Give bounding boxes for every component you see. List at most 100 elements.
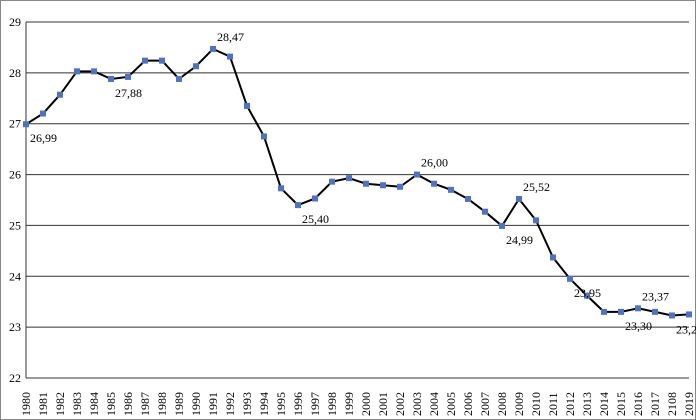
marker	[584, 292, 590, 299]
data-label: 23,30	[625, 319, 652, 333]
data-label: 28,47	[217, 30, 244, 44]
marker	[125, 73, 131, 80]
marker	[193, 63, 199, 70]
x-tick-label: 1997	[308, 392, 322, 416]
x-tick-label: 1985	[104, 392, 118, 416]
data-label: 27,88	[115, 86, 142, 100]
marker	[431, 180, 437, 187]
marker	[176, 75, 182, 82]
marker	[108, 75, 114, 82]
y-tick-label: 26	[9, 168, 21, 182]
marker	[278, 185, 284, 192]
marker	[516, 195, 522, 202]
marker	[669, 312, 675, 319]
y-tick-label: 24	[9, 269, 21, 283]
x-tick-label: 2016	[631, 392, 645, 416]
x-tick-label: 1992	[223, 392, 237, 416]
marker	[74, 68, 80, 75]
marker	[57, 91, 63, 98]
x-tick-label: 1996	[291, 392, 305, 416]
y-tick-label: 22	[9, 371, 21, 385]
y-tick-label: 29	[9, 15, 21, 29]
y-tick-label: 27	[9, 117, 21, 131]
marker	[312, 195, 318, 202]
x-tick-label: 1991	[206, 392, 220, 416]
x-tick-label: 1986	[121, 392, 135, 416]
marker	[550, 254, 556, 261]
marker	[159, 57, 165, 64]
marker	[380, 182, 386, 189]
marker	[363, 180, 369, 187]
y-tick-label: 25	[9, 218, 21, 232]
data-label: 25,52	[523, 180, 550, 194]
marker	[210, 45, 216, 52]
marker	[329, 178, 335, 185]
x-tick-label: 2015	[614, 392, 628, 416]
marker	[533, 217, 539, 224]
x-tick-label: 2013	[580, 392, 594, 416]
marker	[23, 121, 29, 128]
marker	[142, 57, 148, 64]
x-tick-label: 1980	[19, 392, 33, 416]
marker	[567, 275, 573, 282]
x-tick-label: 2017	[648, 392, 662, 416]
marker	[244, 102, 250, 109]
x-tick-label: 2009	[512, 392, 526, 416]
marker	[227, 53, 233, 60]
marker	[601, 308, 607, 315]
data-label: 23,37	[642, 289, 669, 303]
x-tick-label: 2012	[563, 392, 577, 416]
data-label: 24,99	[506, 233, 533, 247]
marker	[618, 308, 624, 315]
x-tick-label: 1988	[155, 392, 169, 416]
x-tick-label: 1995	[274, 392, 288, 416]
x-tick-label: 1983	[70, 392, 84, 416]
marker	[686, 311, 692, 318]
x-tick-label: 1981	[36, 392, 50, 416]
data-label: 23,95	[574, 286, 601, 300]
marker	[482, 208, 488, 215]
data-label: 23,23	[676, 322, 696, 336]
marker	[465, 195, 471, 202]
x-tick-label: 2011	[546, 392, 560, 416]
marker	[499, 222, 505, 229]
x-tick-label: 1990	[189, 392, 203, 416]
x-tick-label: 2001	[376, 392, 390, 416]
marker	[261, 133, 267, 140]
x-tick-label: 2002	[393, 392, 407, 416]
y-tick-label: 28	[9, 66, 21, 80]
marker	[414, 171, 420, 178]
marker	[448, 186, 454, 193]
x-tick-label: 1998	[325, 392, 339, 416]
x-tick-label: 2108	[665, 392, 679, 416]
x-tick-label: 2008	[495, 392, 509, 416]
x-tick-label: 2014	[597, 392, 611, 416]
marker	[40, 110, 46, 117]
marker	[295, 202, 301, 209]
data-label: 25,40	[302, 212, 329, 226]
x-tick-label: 1993	[240, 392, 254, 416]
x-tick-label: 2003	[410, 392, 424, 416]
x-tick-label: 2019	[682, 392, 696, 416]
x-tick-label: 2006	[461, 392, 475, 416]
marker	[346, 175, 352, 182]
marker	[91, 68, 97, 75]
x-tick-label: 2005	[444, 392, 458, 416]
x-tick-label: 2010	[529, 392, 543, 416]
x-tick-label: 1984	[87, 392, 101, 416]
x-tick-label: 2007	[478, 392, 492, 416]
x-tick-label: 1999	[342, 392, 356, 416]
x-tick-label: 1982	[53, 392, 67, 416]
marker	[652, 308, 658, 315]
data-label: 26,99	[30, 131, 57, 145]
marker	[397, 183, 403, 190]
data-label: 26,00	[421, 156, 448, 170]
x-tick-label: 2000	[359, 392, 373, 416]
marker	[635, 305, 641, 312]
x-tick-label: 1994	[257, 392, 271, 416]
y-tick-label: 23	[9, 320, 21, 334]
x-tick-label: 1989	[172, 392, 186, 416]
x-tick-label: 1987	[138, 392, 152, 416]
